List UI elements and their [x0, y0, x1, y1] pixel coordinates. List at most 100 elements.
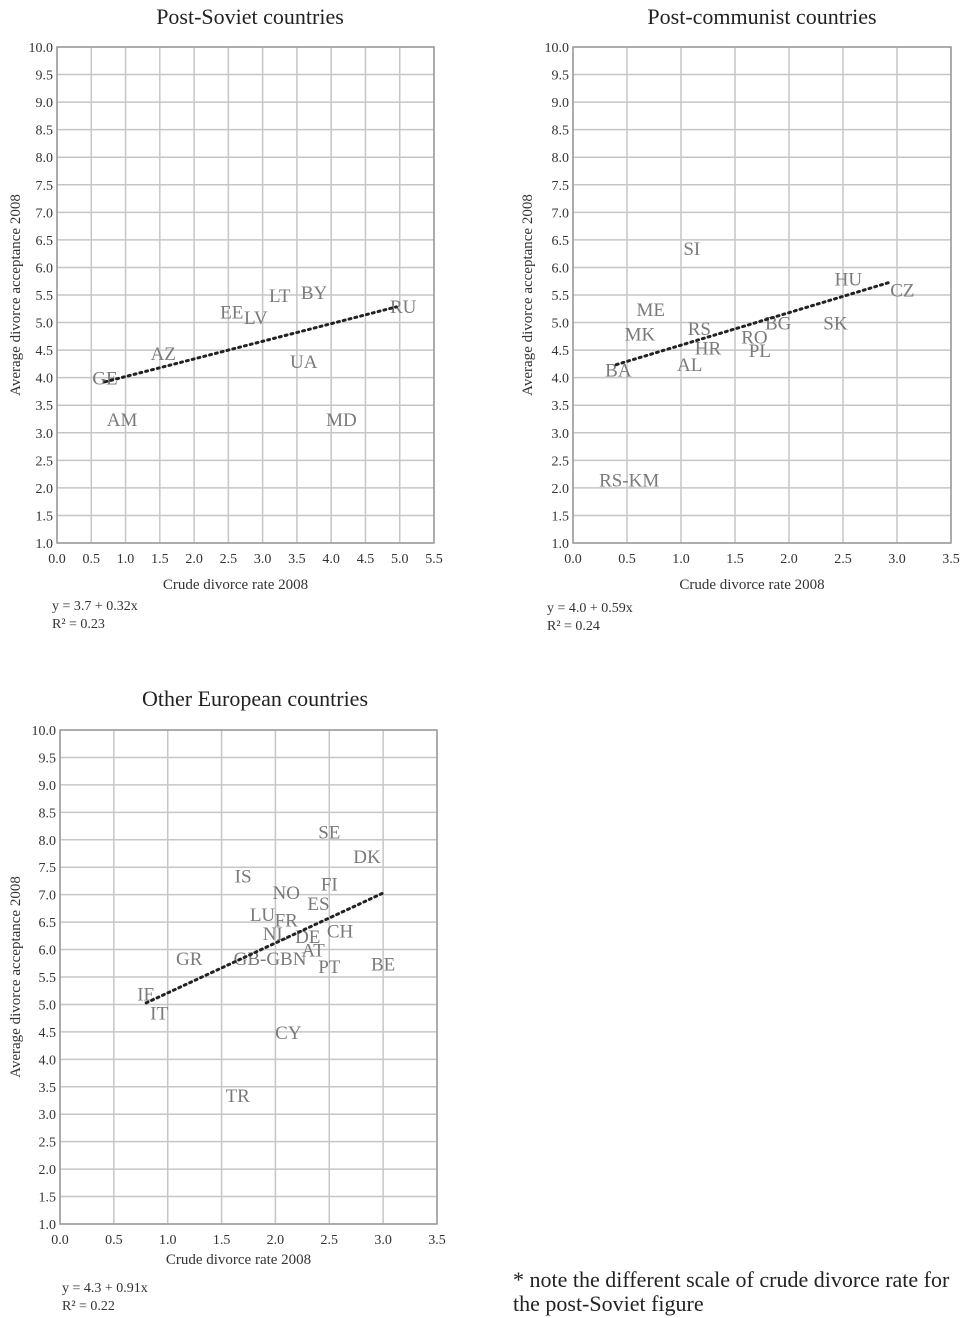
y-axis-label: Average divorce acceptance 2008 — [520, 194, 536, 396]
y-tick-label: 10.0 — [545, 41, 570, 56]
point-label-gb-gbn: GB-GBN — [234, 949, 307, 970]
x-tick-label: 1.5 — [151, 552, 169, 567]
x-tick-label: 3.0 — [254, 552, 272, 567]
point-label-fr: FR — [275, 910, 299, 931]
y-tick-label: 6.5 — [39, 916, 57, 931]
chart-2: Post-communist countries 0.0 0.5 1.0 1.5 2.0 2… — [520, 4, 960, 634]
point-label-az: AZ — [151, 344, 176, 365]
x-tick-label: 0.5 — [618, 552, 636, 567]
y-tick-label: 5.0 — [552, 317, 570, 332]
point-label-mk: MK — [625, 325, 656, 346]
x-tick-label: 5.0 — [391, 552, 409, 567]
plot-frame — [56, 46, 435, 544]
point-label-no: NO — [272, 883, 299, 904]
x-tick-label: 4.0 — [322, 552, 340, 567]
point-label-lu: LU — [250, 905, 276, 926]
point-label-ua: UA — [290, 352, 318, 373]
y-tick-label: 5.0 — [39, 998, 57, 1013]
y-tick-label: 8.5 — [36, 124, 54, 139]
x-axis-label: Crude divorce rate 2008 — [166, 1252, 311, 1268]
y-tick-label: 3.5 — [36, 399, 54, 414]
y-tick-label: 2.5 — [36, 454, 54, 469]
y-tick-label: 4.5 — [36, 344, 54, 359]
y-tick-label: 8.0 — [39, 834, 57, 849]
x-tick-label: 2.0 — [780, 552, 798, 567]
point-label-cy: CY — [275, 1023, 302, 1044]
y-tick-label: 1.5 — [39, 1191, 57, 1206]
point-label-md: MD — [326, 410, 357, 431]
y-tick-label: 1.0 — [552, 537, 570, 552]
point-label-sk: SK — [823, 314, 848, 335]
y-tick-label: 3.5 — [39, 1081, 57, 1096]
y-tick-label: 9.0 — [36, 96, 54, 111]
regression-equation: y = 3.7 + 0.32x — [52, 599, 138, 614]
y-tick-label: 5.0 — [36, 317, 54, 332]
y-tick-label: 2.5 — [39, 1136, 57, 1151]
point-label-it: IT — [150, 1004, 168, 1025]
trendline — [614, 280, 894, 367]
y-tick-label: 4.5 — [39, 1026, 57, 1041]
trendline — [144, 891, 385, 1005]
point-label-ch: CH — [327, 921, 354, 942]
y-tick-label: 4.0 — [39, 1053, 57, 1068]
y-tick-label: 6.0 — [552, 261, 570, 276]
chart-title: Post-communist countries — [647, 4, 876, 29]
x-tick-label: 0.0 — [48, 552, 66, 567]
chart-1: Post-Soviet countries 0.0 0.5 1.0 1.5 2.0 2.5 3… — [8, 4, 443, 632]
x-tick-label: 3.5 — [288, 552, 306, 567]
y-tick-label: 1.5 — [552, 509, 570, 524]
r-squared: R² = 0.24 — [547, 619, 600, 634]
x-tick-label: 2.5 — [321, 1233, 339, 1248]
x-tick-label: 1.5 — [726, 552, 744, 567]
point-label-at: AT — [302, 941, 326, 962]
point-label-pt: PT — [318, 957, 341, 978]
x-tick-label: 3.5 — [942, 552, 960, 567]
point-label-si: SI — [683, 239, 700, 260]
x-tick-label: 0.5 — [105, 1233, 123, 1248]
x-tick-label: 2.5 — [220, 552, 238, 567]
chart-title: Other European countries — [142, 686, 368, 711]
y-tick-label: 2.0 — [36, 482, 54, 497]
y-tick-label: 3.0 — [552, 427, 570, 442]
y-tick-label: 7.0 — [552, 206, 570, 221]
x-axis-label: Crude divorce rate 2008 — [679, 577, 824, 593]
y-tick-label: 3.5 — [552, 399, 570, 414]
point-label-pl: PL — [749, 341, 771, 362]
regression-equation: y = 4.3 + 0.91x — [62, 1281, 148, 1296]
y-tick-label: 2.0 — [552, 482, 570, 497]
y-tick-label: 6.5 — [552, 234, 570, 249]
point-label-se: SE — [318, 823, 340, 844]
y-tick-label: 6.0 — [39, 944, 57, 959]
y-tick-label: 1.0 — [39, 1218, 57, 1233]
r-squared: R² = 0.23 — [52, 617, 105, 632]
point-label-be: BE — [371, 954, 395, 975]
x-tick-label: 1.5 — [213, 1233, 231, 1248]
x-tick-label: 3.0 — [888, 552, 906, 567]
point-label-tr: TR — [226, 1086, 251, 1107]
y-tick-label: 6.5 — [36, 234, 54, 249]
y-tick-label: 4.0 — [36, 372, 54, 387]
x-tick-label: 2.0 — [267, 1233, 285, 1248]
point-label-al: AL — [677, 355, 702, 376]
y-tick-label: 9.0 — [39, 779, 57, 794]
y-tick-label: 9.5 — [39, 751, 57, 766]
y-tick-label: 2.0 — [39, 1163, 57, 1178]
y-tick-label: 3.0 — [36, 427, 54, 442]
point-label-is: IS — [235, 866, 252, 887]
point-label-ru: RU — [390, 297, 417, 318]
x-tick-label: 1.0 — [672, 552, 690, 567]
point-label-rs-km: RS-KM — [599, 471, 659, 492]
y-tick-label: 8.5 — [552, 124, 570, 139]
y-tick-label: 5.5 — [36, 289, 54, 304]
point-label-ee: EE — [220, 303, 243, 324]
point-label-hr: HR — [695, 338, 722, 359]
y-tick-label: 10.0 — [32, 724, 57, 739]
x-tick-label: 0.0 — [51, 1233, 69, 1248]
point-label-gr: GR — [176, 949, 203, 970]
point-label-dk: DK — [353, 847, 381, 868]
plot-frame — [572, 46, 952, 544]
y-tick-label: 7.0 — [39, 889, 57, 904]
y-tick-label: 7.5 — [552, 179, 570, 194]
x-tick-label: 0.5 — [83, 552, 101, 567]
